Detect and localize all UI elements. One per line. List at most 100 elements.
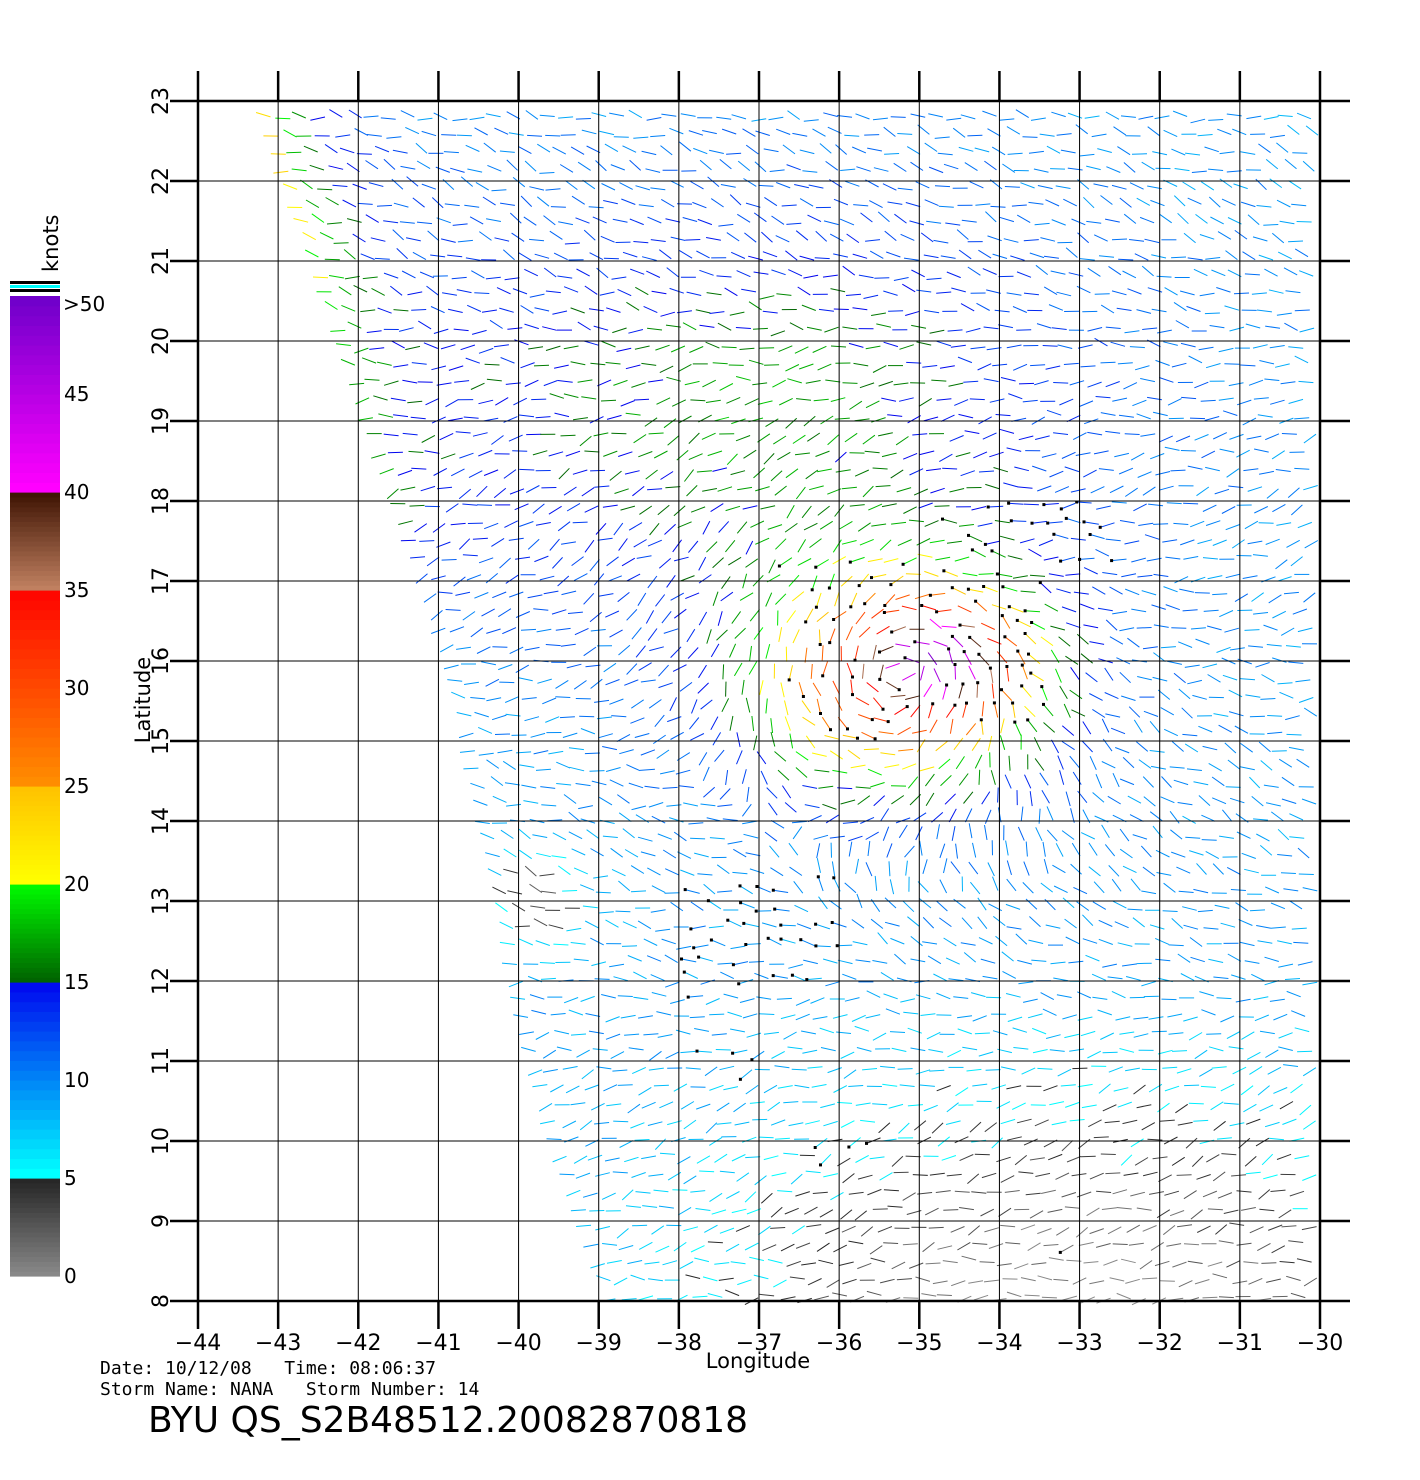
wind-vector [1079,258,1095,261]
wind-vector [759,1293,775,1297]
wind-vector [898,397,914,402]
rain-flag-marker [682,970,686,974]
wind-vector [633,539,647,548]
wind-vector [860,212,873,223]
wind-vector [305,199,320,209]
wind-vector [415,142,428,154]
wind-vector [1297,961,1313,966]
wind-vector [741,679,745,695]
rain-flag-marker [779,937,783,941]
wind-vector [746,786,750,802]
wind-vector [786,164,801,171]
wind-vector [1080,365,1096,368]
colorbar-band [10,854,60,861]
wind-vector [638,1086,652,1096]
wind-vector [805,735,816,749]
colorbar-band [10,937,60,944]
wind-vector [529,883,543,894]
wind-vector [1142,646,1158,650]
wind-vector [700,803,716,807]
wind-vector [872,117,888,121]
wind-vector [865,862,873,877]
wind-vector [1059,685,1068,700]
wind-vector [753,1274,769,1280]
wind-vector [960,942,976,946]
colorbar-tick-label: 45 [64,382,89,406]
wind-vector [791,1068,807,1071]
wind-vector [688,130,704,136]
wind-vector [557,380,573,383]
wind-vector [573,867,589,875]
wind-vector [978,249,992,259]
wind-vector [1223,1102,1239,1105]
wind-vector [1190,627,1206,630]
longitude-tick-labels: −44 −43 −42 −41 −40 −39 −38 −37 −36 −35 −34 −33 −32−… [175,1331,1343,1356]
wind-vector [1143,796,1156,807]
wind-vector [832,769,848,774]
wind-vector [450,167,465,173]
wind-vector [1069,380,1085,386]
wind-vector [998,1207,1012,1217]
wind-vector [807,1066,823,1069]
wind-vector [1239,766,1255,771]
wind-vector [1279,1261,1295,1264]
wind-vector [819,520,833,530]
wind-vector [1203,927,1219,930]
wind-vector [593,325,609,331]
wind-vector [1071,1173,1087,1177]
wind-vector [1264,268,1278,277]
wind-vector [1045,365,1061,370]
wind-vector [839,218,855,226]
wind-vector [920,665,925,681]
wind-vector [1218,724,1233,733]
wind-vector [1265,538,1280,545]
wind-vector [424,450,440,454]
wind-vector [1098,919,1113,927]
rain-flag-marker [965,701,968,705]
wind-vector [1027,1013,1043,1019]
wind-vector [768,559,776,574]
wind-vector [948,382,964,387]
wind-vector [647,575,658,589]
wind-vector [703,883,716,895]
wind-vector [580,995,595,1002]
wind-vector [971,737,981,751]
wind-vector [1265,325,1281,329]
wind-vector [1299,270,1314,277]
wind-vector [783,1152,799,1156]
wind-vector [879,664,884,680]
wind-vector [599,291,615,296]
wind-vector [992,876,999,891]
x-axis-title: Longitude [706,1349,810,1373]
wind-vector [864,592,876,605]
wind-vector [981,1172,997,1179]
wind-vector [537,143,551,153]
rain-flag-marker [830,921,834,924]
wind-vector [698,574,712,584]
wind-vector [1006,926,1022,930]
wind-vector [736,750,743,765]
wind-vector [910,958,926,963]
wind-vector [812,1191,828,1194]
wind-vector [1042,345,1058,347]
wind-vector [420,485,436,492]
wind-vector [661,198,675,208]
wind-vector [665,218,681,223]
wind-vector [1043,1244,1059,1247]
wind-vector [628,782,644,789]
wind-vector [804,1206,818,1215]
wind-vector [439,432,454,441]
wind-vector [775,538,787,550]
wind-vector [883,993,898,1000]
wind-vector [897,1068,913,1070]
wind-vector [499,681,515,684]
wind-vector [718,521,730,533]
wind-vector [841,540,857,545]
wind-vector [491,435,504,445]
wind-vector [1002,163,1016,173]
wind-vector [1017,650,1026,665]
wind-vector [1229,326,1245,332]
wind-vector [767,524,783,530]
wind-vector [780,938,796,944]
wind-vector [705,341,720,349]
